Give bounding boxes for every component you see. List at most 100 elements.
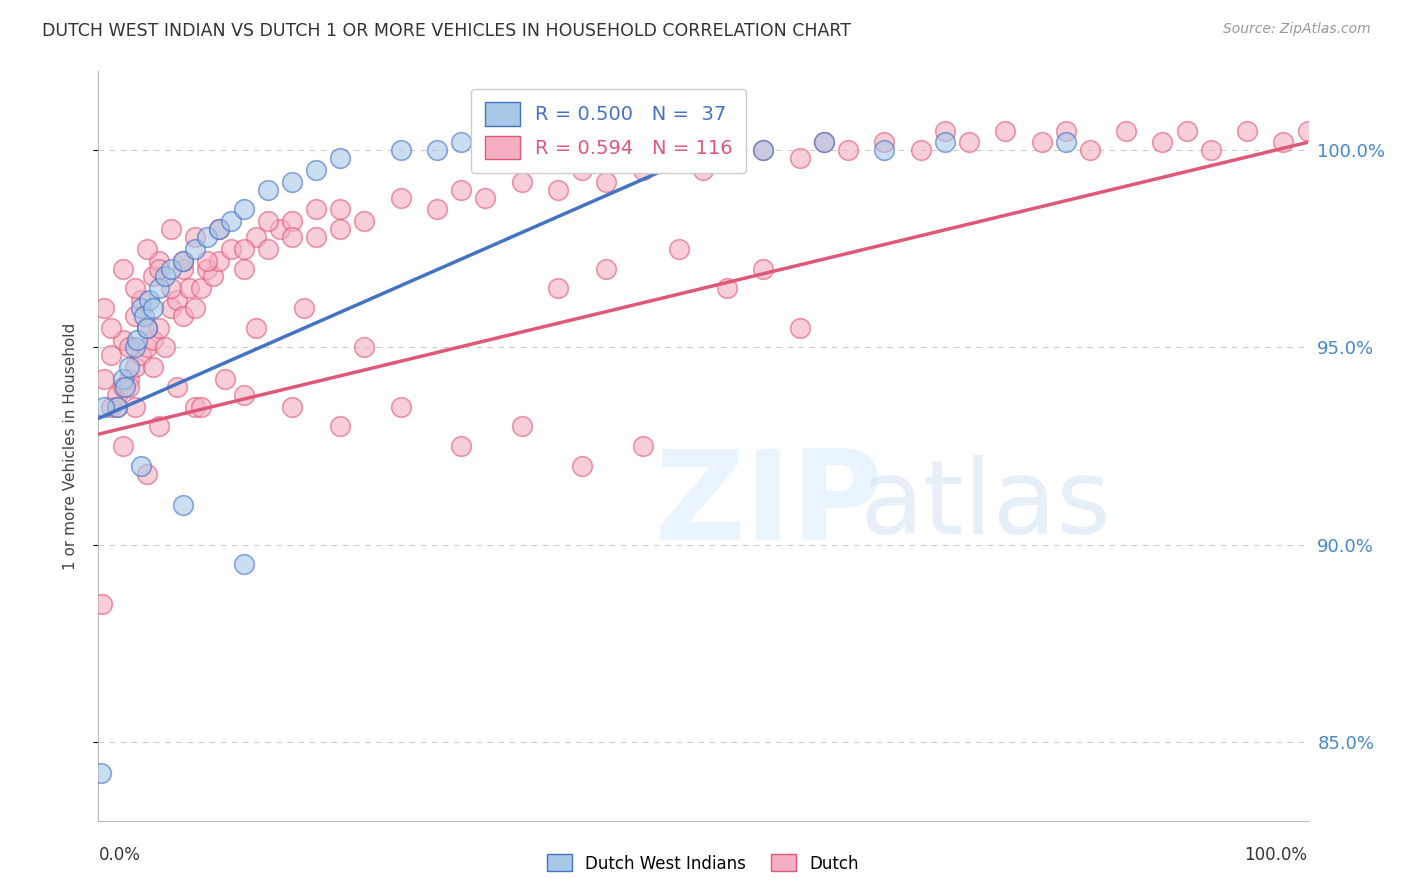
Point	[221, 214, 243, 228]
Point	[129, 348, 152, 362]
Point	[100, 400, 122, 414]
Text: DUTCH WEST INDIAN VS DUTCH 1 OR MORE VEHICLES IN HOUSEHOLD CORRELATION CHART: DUTCH WEST INDIAN VS DUTCH 1 OR MORE VEH…	[42, 22, 851, 40]
Point	[1175, 123, 1198, 137]
Point	[148, 253, 170, 268]
Point	[100, 348, 122, 362]
Point	[142, 301, 165, 315]
Point	[190, 281, 212, 295]
Point	[124, 281, 146, 295]
Point	[232, 388, 254, 402]
Point	[1272, 136, 1295, 150]
Point	[214, 372, 236, 386]
Point	[256, 183, 278, 197]
Point	[873, 136, 896, 150]
Point	[148, 281, 170, 295]
Point	[172, 261, 194, 276]
Point	[118, 380, 141, 394]
Point	[934, 136, 956, 150]
Point	[1296, 123, 1319, 137]
Point	[426, 202, 449, 217]
Point	[873, 143, 896, 157]
Point	[142, 333, 165, 347]
Point	[813, 136, 835, 150]
Point	[595, 175, 617, 189]
Point	[184, 230, 207, 244]
Point	[329, 151, 352, 165]
Text: 0.0%: 0.0%	[98, 846, 141, 863]
Point	[190, 400, 212, 414]
Point	[450, 439, 472, 453]
Point	[837, 143, 859, 157]
Point	[148, 320, 170, 334]
Point	[111, 380, 134, 394]
Point	[134, 309, 156, 323]
Point	[166, 380, 188, 394]
Point	[118, 340, 141, 354]
Point	[232, 558, 254, 572]
Point	[571, 163, 593, 178]
Point	[129, 301, 152, 315]
Point	[668, 136, 690, 150]
Point	[305, 230, 328, 244]
Point	[90, 766, 112, 780]
Text: atlas: atlas	[860, 456, 1112, 557]
Point	[1152, 136, 1174, 150]
Point	[208, 222, 231, 236]
Point	[124, 400, 146, 414]
Point	[256, 242, 278, 256]
Point	[353, 340, 375, 354]
Point	[148, 261, 170, 276]
Point	[389, 190, 412, 204]
Point	[994, 123, 1017, 137]
Point	[105, 400, 128, 414]
Point	[245, 230, 267, 244]
Point	[571, 143, 593, 157]
Point	[111, 439, 134, 453]
Point	[135, 340, 157, 354]
Point	[668, 242, 690, 256]
Point	[595, 261, 617, 276]
Point	[148, 419, 170, 434]
Point	[1199, 143, 1222, 157]
Point	[100, 320, 122, 334]
Point	[631, 439, 654, 453]
Point	[269, 222, 291, 236]
Point	[138, 293, 160, 307]
Point	[93, 372, 115, 386]
Point	[153, 269, 176, 284]
Point	[232, 202, 254, 217]
Point	[281, 230, 304, 244]
Point	[124, 360, 146, 375]
Point	[281, 400, 304, 414]
Point	[1031, 136, 1053, 150]
Point	[221, 242, 243, 256]
Point	[160, 281, 183, 295]
Point	[547, 183, 569, 197]
Point	[142, 269, 165, 284]
Point	[607, 136, 630, 150]
Point	[118, 360, 141, 375]
Point	[184, 301, 207, 315]
Point	[160, 261, 183, 276]
Point	[1115, 123, 1137, 137]
Point	[195, 261, 218, 276]
Point	[172, 253, 194, 268]
Point	[232, 261, 254, 276]
Point	[329, 202, 352, 217]
Point	[245, 320, 267, 334]
Point	[153, 340, 176, 354]
Point	[129, 293, 152, 307]
Point	[389, 400, 412, 414]
Point	[1078, 143, 1101, 157]
Point	[752, 143, 775, 157]
Point	[111, 372, 134, 386]
Text: Source: ZipAtlas.com: Source: ZipAtlas.com	[1223, 22, 1371, 37]
Point	[571, 458, 593, 473]
Text: 100.0%: 100.0%	[1244, 846, 1308, 863]
Point	[160, 222, 183, 236]
Point	[292, 301, 315, 315]
Point	[232, 242, 254, 256]
Point	[789, 320, 811, 334]
Point	[450, 183, 472, 197]
Point	[305, 163, 328, 178]
